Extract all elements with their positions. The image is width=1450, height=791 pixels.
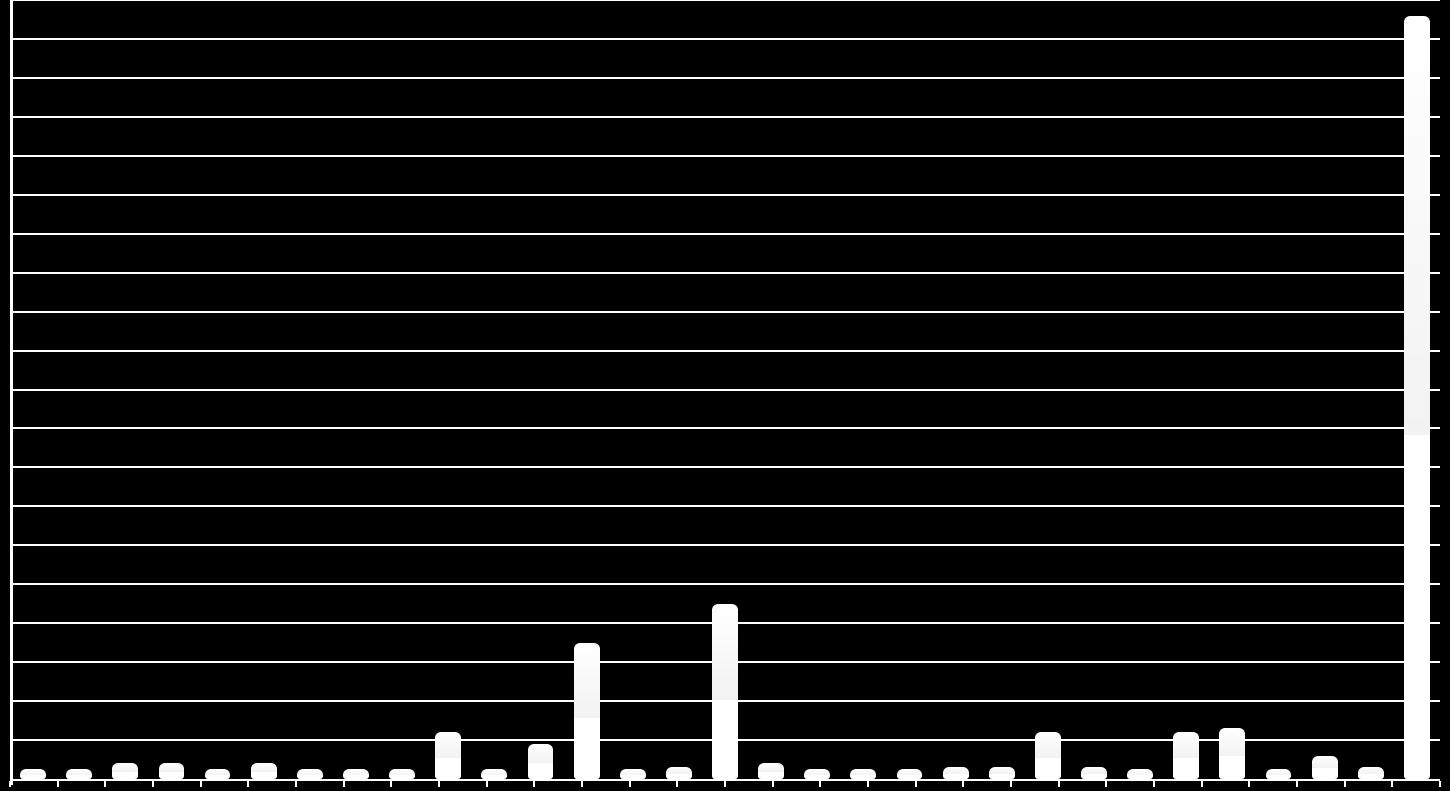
- x-axis-tick: [915, 781, 917, 787]
- x-axis-tick: [867, 781, 869, 787]
- x-axis-tick: [1248, 781, 1250, 787]
- x-axis-tick: [104, 781, 106, 787]
- bar: [620, 769, 646, 779]
- bar-slot: [333, 0, 379, 779]
- bar-slot: [379, 0, 425, 779]
- bar: [66, 769, 92, 779]
- bar-slot: [195, 0, 241, 779]
- x-axis-tick: [629, 781, 631, 787]
- x-axis-tick: [772, 781, 774, 787]
- bar: [574, 643, 600, 779]
- bar-slot: [1117, 0, 1163, 779]
- bar: [1035, 732, 1061, 779]
- x-axis-tick: [1391, 781, 1393, 787]
- bar-slot: [148, 0, 194, 779]
- x-axis-tick: [390, 781, 392, 787]
- bars-container: [10, 0, 1440, 779]
- bar: [1266, 769, 1292, 779]
- bar-slot: [425, 0, 471, 779]
- bar-slot: [1163, 0, 1209, 779]
- x-axis-tick: [962, 781, 964, 787]
- x-axis-tick: [343, 781, 345, 787]
- bar-slot: [1348, 0, 1394, 779]
- x-axis-tick: [1153, 781, 1155, 787]
- x-axis-tick: [152, 781, 154, 787]
- bar-slot: [10, 0, 56, 779]
- x-axis-tick: [57, 781, 59, 787]
- bar-slot: [1025, 0, 1071, 779]
- x-axis-tick: [1105, 781, 1107, 787]
- x-axis-tick: [533, 781, 535, 787]
- bar-slot: [102, 0, 148, 779]
- bar: [1219, 728, 1245, 779]
- x-axis-tick: [1010, 781, 1012, 787]
- x-axis-tick: [438, 781, 440, 787]
- bar-slot: [979, 0, 1025, 779]
- bar-slot: [1394, 0, 1440, 779]
- x-axis-tick: [724, 781, 726, 787]
- bar-slot: [656, 0, 702, 779]
- bar: [1404, 16, 1430, 779]
- bar: [343, 769, 369, 779]
- x-axis-tick: [1201, 781, 1203, 787]
- bar-slot: [241, 0, 287, 779]
- bar: [112, 763, 138, 779]
- bar: [850, 769, 876, 779]
- bar-slot: [564, 0, 610, 779]
- bar: [251, 763, 277, 779]
- bar-slot: [610, 0, 656, 779]
- bar-slot: [886, 0, 932, 779]
- bar: [989, 767, 1015, 779]
- bar: [712, 604, 738, 779]
- bar: [435, 732, 461, 779]
- bar: [1173, 732, 1199, 779]
- bar-slot: [933, 0, 979, 779]
- bar-slot: [748, 0, 794, 779]
- x-axis-tick: [1439, 781, 1441, 787]
- x-axis-tick: [295, 781, 297, 787]
- bar-slot: [287, 0, 333, 779]
- bar-slot: [702, 0, 748, 779]
- bar-slot: [794, 0, 840, 779]
- bar-slot: [840, 0, 886, 779]
- bar: [897, 769, 923, 779]
- plot-area: [10, 0, 1440, 785]
- bar: [389, 769, 415, 779]
- x-axis-tick: [247, 781, 249, 787]
- x-axis-tick: [581, 781, 583, 787]
- bar-slot: [1071, 0, 1117, 779]
- x-axis-tick: [200, 781, 202, 787]
- bar: [528, 744, 554, 779]
- x-axis-tick: [1058, 781, 1060, 787]
- bar: [297, 769, 323, 779]
- bar-slot: [1255, 0, 1301, 779]
- bar: [481, 769, 507, 779]
- bar: [1127, 769, 1153, 779]
- x-axis-tick: [486, 781, 488, 787]
- bar: [666, 767, 692, 779]
- x-axis-tick: [676, 781, 678, 787]
- bar: [804, 769, 830, 779]
- bar-slot: [1209, 0, 1255, 779]
- bar: [159, 763, 185, 779]
- bar: [758, 763, 784, 779]
- bar: [1358, 767, 1384, 779]
- bar-slot: [1302, 0, 1348, 779]
- bar-slot: [471, 0, 517, 779]
- bar-chart: [10, 0, 1440, 785]
- bar: [205, 769, 231, 779]
- bar: [20, 769, 46, 779]
- x-axis-tick: [819, 781, 821, 787]
- bar: [1312, 756, 1338, 779]
- x-axis-tick: [1344, 781, 1346, 787]
- x-axis-tick: [1296, 781, 1298, 787]
- bar: [1081, 767, 1107, 779]
- bar-slot: [517, 0, 563, 779]
- x-axis-tick: [9, 781, 11, 787]
- bar-slot: [56, 0, 102, 779]
- bar: [943, 767, 969, 779]
